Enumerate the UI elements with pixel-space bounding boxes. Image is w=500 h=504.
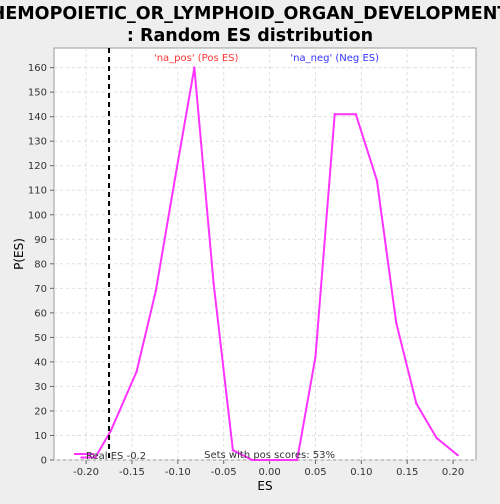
y-tick-label: 0 — [41, 456, 47, 467]
axes: 0 10 20 30 40 50 60 70 80 90 100 110 120 130 140 150 160… — [28, 63, 464, 478]
data-point — [154, 289, 158, 292]
grid-lines — [54, 48, 476, 461]
data-point — [394, 321, 398, 324]
y-axis-label: P(ES) — [12, 238, 26, 270]
data-point — [173, 176, 177, 180]
legend-real-es-label: Real ES -0.2 — [86, 451, 146, 462]
data-point — [333, 113, 336, 116]
data-point — [456, 453, 459, 457]
y-tick-label: 110 — [28, 186, 47, 197]
neg-es-label: 'na_neg' (Neg ES) — [290, 53, 379, 64]
x-axis-label: ES — [257, 479, 272, 493]
data-point — [80, 456, 83, 459]
y-tick-label: 90 — [34, 235, 47, 246]
y-tick-label: 120 — [28, 161, 47, 172]
x-tick-label: -0.10 — [165, 467, 191, 478]
y-tick-label: 140 — [28, 112, 47, 123]
x-tick-label: 0.10 — [350, 467, 372, 478]
y-tick-label: 30 — [34, 382, 47, 393]
x-tick-label: 0.15 — [396, 467, 418, 478]
x-tick-label: 0.20 — [442, 467, 464, 478]
y-tick-label: 50 — [34, 333, 47, 344]
y-tick-label: 100 — [28, 210, 47, 221]
es-distribution-line — [81, 66, 459, 461]
data-point — [415, 402, 418, 405]
legend: Real ES -0.2 — [74, 451, 146, 462]
y-tick-label: 10 — [34, 431, 47, 442]
data-point — [435, 436, 438, 440]
data-point — [354, 113, 358, 116]
y-tick-label: 80 — [34, 259, 47, 270]
data-point — [193, 66, 196, 69]
data-point — [276, 458, 280, 462]
y-tick-label: 160 — [28, 63, 47, 74]
x-tick-label: -0.15 — [119, 467, 145, 478]
data-point — [135, 370, 138, 373]
data-point — [109, 429, 113, 432]
data-point — [314, 355, 317, 359]
y-tick-label: 40 — [34, 357, 47, 368]
pos-scores-text: Sets with pos scores: 53% — [204, 450, 335, 461]
y-tick-label: 150 — [28, 88, 47, 99]
y-tick-label: 70 — [34, 284, 47, 295]
data-point — [94, 456, 97, 459]
chart-title-line-1: HEMOPOIETIC_OR_LYMPHOID_ORGAN_DEVELOPMEN… — [0, 4, 500, 24]
x-tick-label: -0.05 — [211, 467, 237, 478]
x-tick-label: 0.00 — [258, 467, 280, 478]
pos-es-label: 'na_pos' (Pos ES) — [154, 53, 239, 64]
series-layer — [80, 66, 459, 462]
data-point — [231, 448, 235, 452]
y-tick-label: 130 — [28, 137, 47, 148]
chart-title-line-2: : Random ES distribution — [127, 26, 373, 46]
plot-area — [53, 47, 477, 461]
data-point — [375, 179, 379, 182]
x-tick-label: 0.05 — [304, 467, 326, 478]
data-point — [212, 282, 215, 285]
y-tick-label: 60 — [34, 308, 47, 319]
data-point — [295, 458, 299, 462]
x-tick-label: -0.20 — [73, 467, 99, 478]
y-tick-label: 20 — [34, 406, 47, 417]
data-point — [250, 458, 254, 462]
